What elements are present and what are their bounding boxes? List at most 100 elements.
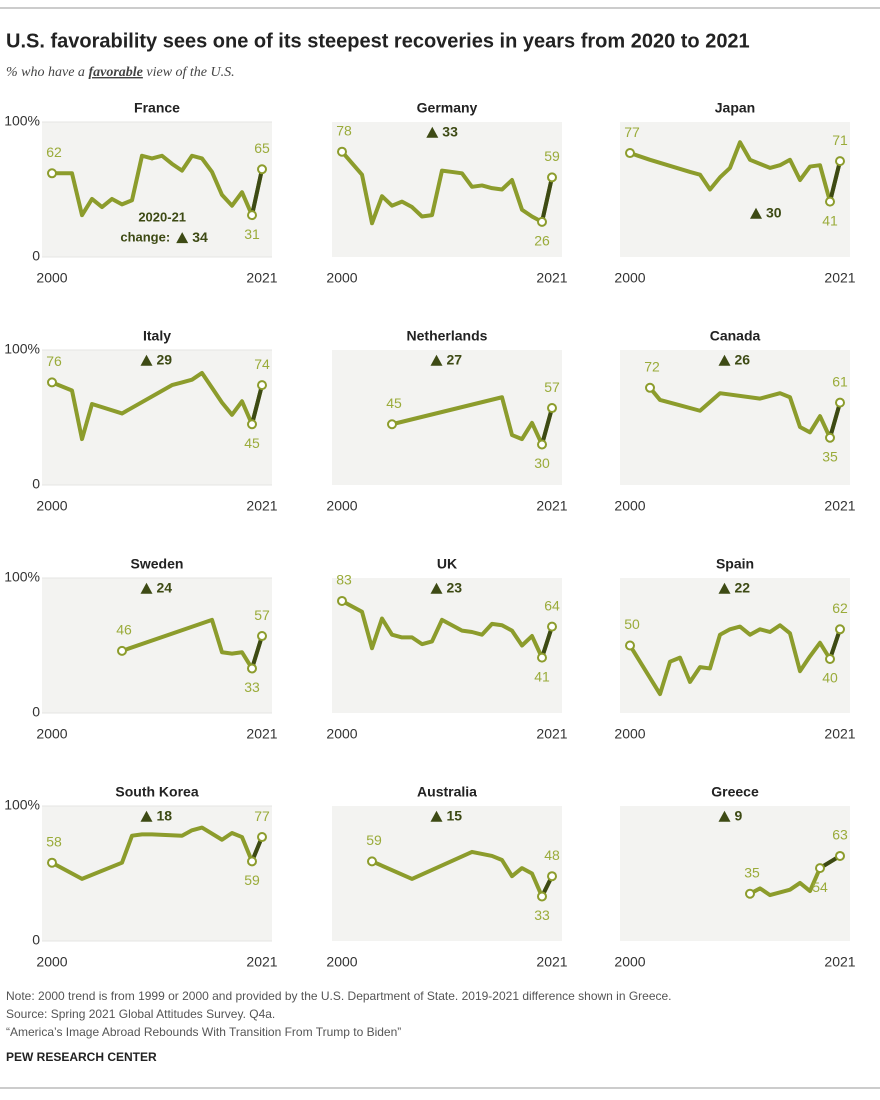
y-tick-label: 0 — [32, 248, 40, 264]
y-tick-label: 0 — [32, 476, 40, 492]
panel-title: Spain — [716, 556, 754, 572]
plot-background — [620, 122, 850, 257]
point-marker — [835, 156, 845, 167]
y-tick-label: 100% — [4, 569, 40, 585]
point-marker — [47, 377, 57, 388]
change-value: 26 — [735, 352, 751, 368]
point-marker — [247, 663, 257, 674]
panel-title: Japan — [715, 100, 755, 116]
x-tick-label: 2021 — [536, 270, 567, 286]
change-value: 9 — [735, 808, 743, 824]
panel-title: France — [134, 100, 180, 116]
x-tick-label: 2000 — [614, 498, 645, 514]
point-marker — [537, 216, 547, 227]
point-marker — [387, 419, 397, 430]
x-tick-label: 2000 — [326, 498, 357, 514]
plot-background — [332, 578, 562, 713]
change-segment — [828, 628, 842, 660]
change-caption: 2020-21 — [138, 210, 186, 225]
plot-background — [42, 350, 272, 485]
x-tick-label: 2021 — [246, 270, 277, 286]
point-marker — [257, 631, 267, 642]
point-marker — [247, 856, 257, 867]
point-marker — [257, 380, 267, 391]
source: Source: Spring 2021 Global Attitudes Sur… — [6, 1007, 275, 1021]
point-marker — [257, 164, 267, 175]
value-label: 40 — [822, 670, 838, 686]
change-arrow — [718, 582, 731, 594]
change-value: 33 — [442, 124, 458, 140]
change-segment — [540, 176, 554, 223]
value-label: 33 — [534, 907, 550, 923]
value-label: 35 — [822, 448, 838, 464]
x-tick-label: 2021 — [824, 270, 855, 286]
change-segment — [250, 635, 264, 670]
trend-line — [341, 599, 554, 660]
x-tick-label: 2021 — [824, 726, 855, 742]
value-label: 30 — [534, 455, 550, 471]
panel-title: South Korea — [115, 784, 198, 800]
value-label: 62 — [832, 600, 848, 616]
change-value: 15 — [447, 808, 463, 824]
value-label: 35 — [744, 864, 760, 880]
value-label: 31 — [244, 226, 260, 242]
chart-title: U.S. favorability sees one of its steepe… — [6, 30, 750, 52]
change-value: 22 — [735, 580, 751, 596]
point-marker — [547, 871, 557, 882]
change-arrow — [718, 810, 731, 822]
value-label: 48 — [544, 847, 560, 863]
point-marker — [645, 382, 655, 393]
point-marker — [337, 146, 347, 157]
value-label: 54 — [812, 879, 828, 895]
point-marker — [547, 621, 557, 632]
value-label: 59 — [244, 872, 260, 888]
change-arrow — [176, 232, 189, 244]
point-marker — [825, 432, 835, 443]
change-arrow — [750, 207, 762, 219]
value-label: 45 — [244, 435, 260, 451]
change-segment — [828, 402, 842, 439]
brand: PEW RESEARCH CENTER — [6, 1050, 157, 1064]
x-tick-label: 2000 — [36, 726, 67, 742]
x-tick-label: 2021 — [536, 954, 567, 970]
plot-background — [42, 122, 272, 257]
plot-background — [620, 350, 850, 485]
change-segment — [250, 384, 264, 425]
change-segment — [540, 625, 554, 659]
value-label: 45 — [386, 395, 402, 411]
value-label: 64 — [544, 597, 560, 613]
y-tick-label: 0 — [32, 932, 40, 948]
point-marker — [745, 888, 755, 899]
subtitle-text: % who have a — [6, 65, 88, 80]
value-label: 78 — [336, 122, 352, 138]
change-arrow — [430, 810, 443, 822]
x-tick-label: 2000 — [326, 954, 357, 970]
point-marker — [835, 850, 845, 861]
y-tick-label: 100% — [4, 113, 40, 129]
plot-background — [332, 350, 562, 485]
change-arrow — [430, 354, 443, 366]
change-arrow — [426, 126, 439, 138]
point-marker — [835, 397, 845, 408]
panel-title: Germany — [417, 100, 478, 116]
plot-background — [332, 806, 562, 941]
x-tick-label: 2021 — [246, 498, 277, 514]
point-marker — [337, 595, 347, 606]
x-tick-label: 2000 — [614, 270, 645, 286]
plot-background — [42, 806, 272, 941]
change-arrow — [140, 810, 153, 822]
change-value: 24 — [157, 580, 173, 596]
point-marker — [247, 210, 257, 221]
value-label: 59 — [366, 832, 382, 848]
point-marker — [257, 832, 267, 843]
panel-title: Canada — [710, 328, 761, 344]
x-tick-label: 2021 — [536, 726, 567, 742]
value-label: 57 — [544, 379, 560, 395]
panel-title: Italy — [143, 328, 171, 344]
value-label: 41 — [822, 212, 838, 228]
value-label: 57 — [254, 607, 270, 623]
value-label: 59 — [544, 148, 560, 164]
point-marker — [547, 172, 557, 183]
change-value: 34 — [192, 229, 208, 245]
